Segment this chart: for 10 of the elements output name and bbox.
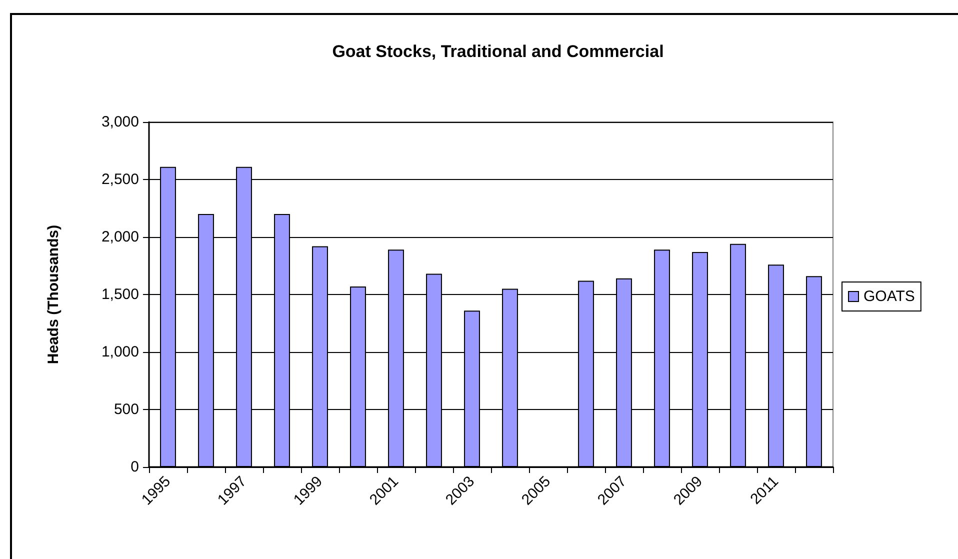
chart-title: Goat Stocks, Traditional and Commercial [332, 42, 664, 61]
y-tick-label: 1,000 [101, 344, 139, 360]
y-tick-label: 3,000 [101, 114, 139, 130]
y-tick-label: 1,500 [101, 286, 139, 303]
y-tick-label: 2,000 [101, 228, 139, 246]
y-tick-label: 500 [114, 401, 139, 418]
legend-label: GOATS [864, 288, 915, 305]
y-axis-title: Heads (Thousands) [45, 224, 62, 364]
y-tick-label: 2,500 [101, 171, 139, 188]
y-tick-label: 0 [130, 458, 139, 476]
